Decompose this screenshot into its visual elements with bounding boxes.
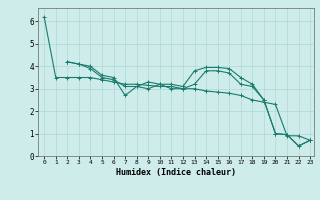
X-axis label: Humidex (Indice chaleur): Humidex (Indice chaleur): [116, 168, 236, 177]
